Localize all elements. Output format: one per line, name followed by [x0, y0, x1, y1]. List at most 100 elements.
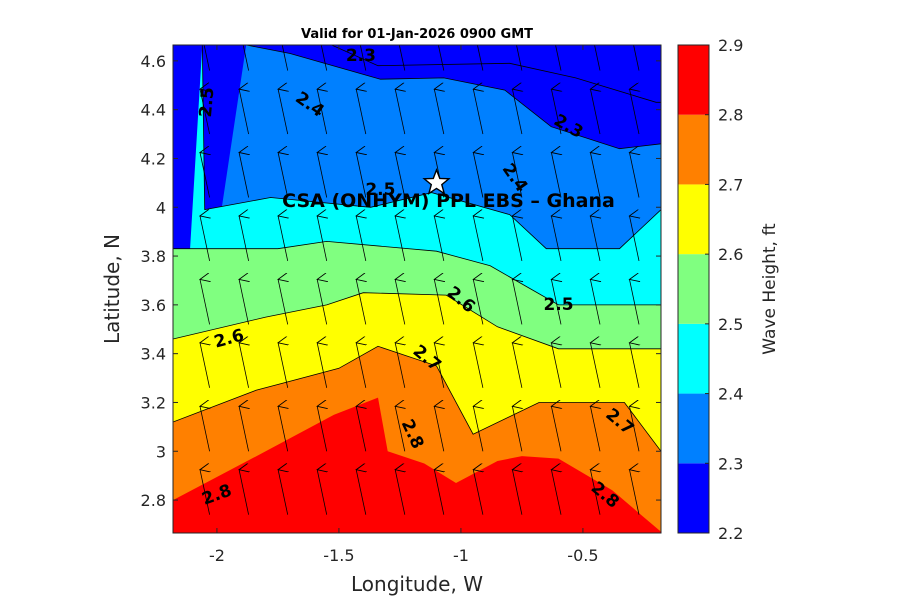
wave-vector-arrow	[395, 89, 405, 135]
wave-vector-arrow	[434, 216, 444, 261]
wave-vector-arrow	[551, 470, 561, 515]
wave-vector-arrow	[356, 343, 366, 388]
colorbar-tick-label: 2.4	[718, 385, 743, 404]
wave-vector-arrow	[551, 153, 561, 198]
contour-label: 2.5	[196, 86, 219, 118]
contour-label: 2.5	[543, 295, 573, 315]
y-tick-label: 4.4	[141, 101, 166, 120]
wave-vector-arrow	[356, 406, 366, 452]
wave-vector-arrow	[317, 343, 327, 388]
wave-vector-arrow	[356, 470, 366, 515]
colorbar-tick-label: 2.5	[718, 315, 743, 334]
x-axis-label: Longitude, W	[351, 572, 483, 596]
wave-vector-arrow	[278, 406, 288, 452]
wave-vector-arrow	[434, 279, 444, 325]
contour-line-2.8	[173, 345, 661, 452]
wave-vector-arrow	[512, 89, 522, 135]
y-tick-label: 4	[156, 198, 166, 217]
colorbar-label: Wave Height, ft	[760, 223, 780, 355]
wave-vector-arrow	[434, 470, 444, 515]
x-tick-label: -1	[453, 546, 469, 565]
wave-vector-arrow	[242, 45, 249, 71]
wave-vector-arrow	[630, 89, 640, 135]
wave-vector-arrow	[317, 89, 327, 135]
colorbar-bands	[678, 45, 709, 533]
wave-vector-arrow	[200, 279, 210, 325]
contour-line-2.7	[173, 292, 661, 350]
wave-vector-arrow	[200, 406, 210, 452]
wave-vector-arrow	[278, 216, 288, 261]
wave-vector-arrow	[555, 45, 562, 71]
wave-vector-arrow	[512, 153, 522, 198]
contour-label: 2.5	[365, 180, 395, 200]
station-marker: CSA (ONHYM) PPL EBS – Ghana	[282, 167, 615, 212]
wave-vector-arrow	[395, 406, 405, 452]
plot-area	[173, 45, 661, 533]
station-star-icon	[422, 167, 451, 196]
wave-vector-arrow	[630, 153, 640, 198]
wave-vector-arrow	[317, 153, 327, 198]
wave-vector-arrow	[551, 343, 561, 388]
wave-vector-arrow	[356, 216, 366, 261]
wave-vector-arrow	[512, 279, 522, 325]
station-label: CSA (ONHYM) PPL EBS – Ghana	[282, 190, 615, 212]
wave-vector-arrow	[278, 470, 288, 515]
colorbar-band-2.8	[678, 45, 709, 115]
colorbar-tick-label: 2.9	[718, 36, 743, 55]
contour-line-2.6	[173, 240, 661, 306]
wave-vector-arrow	[473, 153, 483, 198]
contour-label: 2.3	[346, 46, 376, 66]
wave-vector-arrow	[278, 343, 288, 388]
wave-vector-arrow	[590, 406, 600, 452]
wave-vector-arrow	[398, 45, 406, 71]
wave-vector-arrow	[512, 216, 522, 261]
colorbar-tick-label: 2.6	[718, 245, 743, 264]
wave-vector-arrow	[630, 406, 640, 452]
x-tick-label: -2	[209, 546, 225, 565]
wave-vector-arrow	[473, 406, 483, 452]
colorbar-frame	[677, 44, 710, 534]
contour-fills	[173, 45, 661, 533]
wave-vector-arrow	[356, 89, 366, 135]
wave-vector-arrow	[473, 279, 483, 325]
wave-vector-arrow	[200, 89, 210, 135]
colorbar-band-2.7	[678, 114, 709, 185]
wave-vector-arrow	[356, 279, 366, 325]
wave-vector-arrow	[434, 89, 444, 135]
wave-vector-arrow	[630, 279, 640, 325]
wave-vector-arrow	[200, 153, 210, 198]
wave-vector-arrow	[551, 216, 561, 261]
wave-vector-arrow	[473, 216, 483, 261]
y-tick-label: 3.8	[141, 247, 166, 266]
wave-vector-arrow	[395, 216, 405, 261]
contour-line-2.3	[331, 45, 661, 103]
wave-vector-arrow	[278, 279, 288, 325]
wave-vector-arrow	[239, 406, 249, 452]
wave-vector-arrow	[434, 343, 444, 388]
wave-vector-arrow	[590, 216, 600, 261]
wave-vector-arrow	[200, 470, 210, 515]
wave-vector-arrow	[434, 406, 444, 452]
wave-vector-arrow	[516, 45, 523, 71]
wave-vector-arrow	[317, 470, 327, 515]
y-tick-label: 2.8	[141, 491, 166, 510]
wave-vector-arrow	[512, 343, 522, 388]
wave-vector-arrow	[473, 343, 483, 388]
colorbar-tick-label: 2.7	[718, 175, 743, 194]
wave-vector-arrow	[512, 406, 522, 452]
wave-direction-vectors	[200, 45, 640, 515]
wave-vector-arrow	[594, 45, 601, 71]
y-tick-label: 3.2	[141, 393, 166, 412]
colorbar-band-2.3	[678, 393, 709, 464]
wave-vector-arrow	[317, 216, 327, 261]
wave-vector-arrow	[356, 153, 366, 198]
wave-vector-arrow	[473, 470, 483, 515]
y-tick-label: 3	[156, 442, 166, 461]
wave-vector-arrow	[239, 216, 249, 261]
wave-vector-arrow	[590, 470, 600, 515]
wave-vector-arrow	[551, 406, 561, 452]
wave-vector-arrow	[437, 45, 445, 71]
y-tick-label: 3.4	[141, 345, 166, 364]
wave-vector-arrow	[630, 216, 640, 261]
y-tick-label: 4.6	[141, 52, 166, 71]
